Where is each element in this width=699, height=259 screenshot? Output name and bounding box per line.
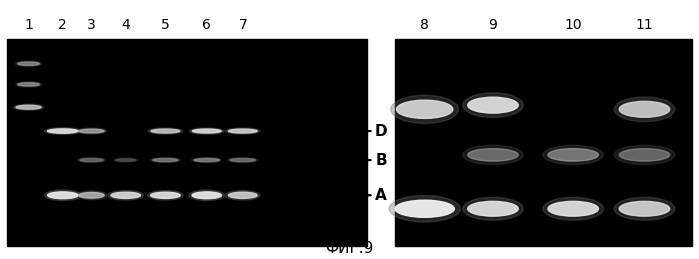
Ellipse shape	[192, 129, 221, 133]
Text: 11: 11	[635, 18, 654, 32]
Ellipse shape	[48, 129, 78, 133]
Ellipse shape	[114, 158, 138, 162]
Ellipse shape	[78, 157, 106, 163]
Ellipse shape	[45, 190, 81, 200]
Ellipse shape	[230, 159, 255, 162]
Ellipse shape	[614, 197, 675, 220]
Ellipse shape	[226, 128, 260, 134]
Ellipse shape	[396, 100, 453, 118]
Text: 4: 4	[122, 18, 130, 32]
Text: A: A	[375, 188, 387, 203]
Text: D: D	[375, 124, 387, 139]
Ellipse shape	[192, 157, 222, 163]
Ellipse shape	[148, 128, 182, 134]
Ellipse shape	[395, 200, 454, 217]
Text: ФИГ.9: ФИГ.9	[325, 241, 374, 256]
Ellipse shape	[468, 149, 518, 161]
Ellipse shape	[150, 157, 180, 163]
Ellipse shape	[150, 192, 180, 198]
Ellipse shape	[15, 82, 41, 87]
Text: 5: 5	[161, 18, 170, 32]
Ellipse shape	[111, 192, 140, 198]
Ellipse shape	[17, 62, 39, 66]
Ellipse shape	[147, 190, 183, 200]
Ellipse shape	[116, 159, 136, 161]
Ellipse shape	[16, 105, 41, 109]
Ellipse shape	[194, 159, 219, 162]
Ellipse shape	[463, 197, 524, 220]
Ellipse shape	[463, 145, 524, 164]
Ellipse shape	[76, 128, 107, 134]
Ellipse shape	[543, 197, 603, 220]
Ellipse shape	[45, 128, 81, 134]
Ellipse shape	[79, 192, 104, 198]
Ellipse shape	[226, 190, 260, 200]
Text: 3: 3	[87, 18, 96, 32]
Ellipse shape	[153, 159, 178, 162]
Ellipse shape	[80, 159, 103, 162]
Ellipse shape	[151, 129, 180, 133]
Ellipse shape	[228, 157, 258, 163]
Ellipse shape	[468, 97, 518, 113]
Ellipse shape	[192, 192, 222, 199]
Text: 10: 10	[564, 18, 582, 32]
Ellipse shape	[614, 97, 675, 122]
Ellipse shape	[76, 191, 107, 200]
Ellipse shape	[548, 201, 598, 216]
Text: 7: 7	[238, 18, 247, 32]
Text: 9: 9	[489, 18, 498, 32]
Ellipse shape	[17, 83, 39, 86]
Ellipse shape	[189, 128, 224, 134]
Ellipse shape	[15, 61, 41, 66]
Ellipse shape	[13, 104, 44, 110]
Text: 2: 2	[59, 18, 67, 32]
Ellipse shape	[614, 145, 675, 164]
Ellipse shape	[619, 149, 670, 161]
Ellipse shape	[108, 190, 143, 200]
Bar	[395, 39, 692, 246]
Ellipse shape	[389, 196, 460, 222]
Ellipse shape	[229, 192, 257, 198]
Ellipse shape	[463, 93, 524, 118]
Text: 8: 8	[420, 18, 429, 32]
Ellipse shape	[619, 101, 670, 117]
Ellipse shape	[619, 201, 670, 216]
Ellipse shape	[229, 129, 257, 133]
Ellipse shape	[543, 145, 603, 164]
Ellipse shape	[391, 95, 459, 123]
Ellipse shape	[468, 201, 518, 216]
Ellipse shape	[48, 192, 78, 199]
Bar	[7, 39, 367, 246]
Text: B: B	[375, 153, 387, 168]
Text: 6: 6	[202, 18, 211, 32]
Ellipse shape	[79, 129, 104, 133]
Text: 1: 1	[24, 18, 33, 32]
Ellipse shape	[548, 149, 598, 161]
Ellipse shape	[189, 190, 224, 200]
